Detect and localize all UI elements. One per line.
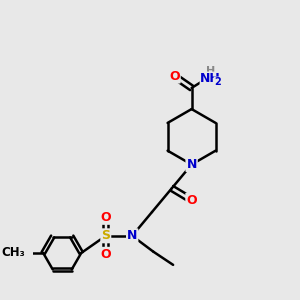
Text: O: O	[186, 194, 197, 207]
Text: N: N	[186, 158, 197, 171]
Text: O: O	[100, 248, 111, 261]
Text: CH₃: CH₃	[1, 247, 25, 260]
Text: NH: NH	[200, 72, 221, 85]
Text: O: O	[169, 70, 180, 83]
Text: O: O	[100, 211, 111, 224]
Text: H: H	[206, 66, 215, 76]
Text: S: S	[101, 229, 110, 242]
Text: N: N	[127, 229, 137, 242]
Text: 2: 2	[214, 77, 220, 87]
